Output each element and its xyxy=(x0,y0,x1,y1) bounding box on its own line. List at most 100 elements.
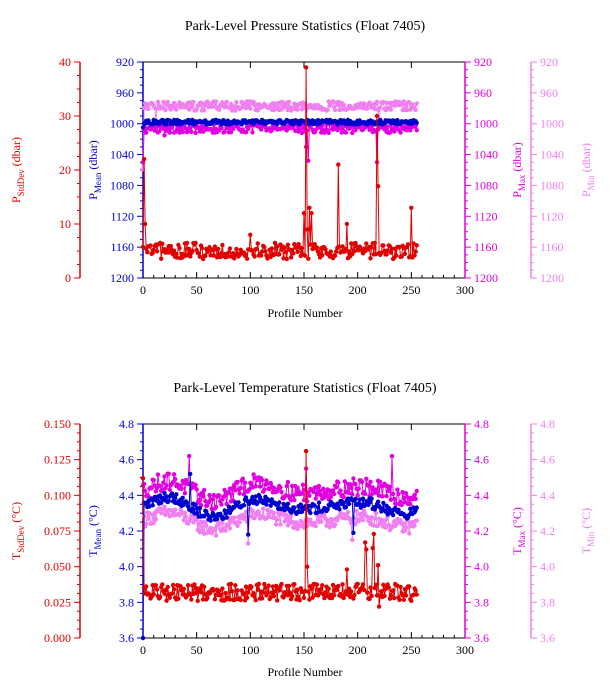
pressure-sd-point xyxy=(309,211,314,216)
pressure-sd-point xyxy=(225,254,230,259)
temperature-mean-point xyxy=(356,501,361,506)
temperature-min-point xyxy=(153,517,159,522)
pressure-min-tick-label: 960 xyxy=(540,86,558,100)
temperature-max-point xyxy=(319,492,324,498)
temperature-max-point xyxy=(187,453,192,459)
temperature-min-point xyxy=(324,523,329,528)
temperature-mean-point xyxy=(360,496,366,501)
pressure-sd-point xyxy=(413,249,418,254)
temperature-min-point xyxy=(383,525,388,530)
temperature-max-point xyxy=(341,495,346,500)
temperature-sd-point xyxy=(198,590,204,595)
temperature-max-point xyxy=(317,488,323,494)
temperature-sd-tick-label: 0.025 xyxy=(44,595,71,609)
temperature-mean-point xyxy=(341,500,346,505)
pressure-sd-point xyxy=(175,255,180,260)
pressure-sd-tick-label: 30 xyxy=(59,109,71,123)
pressure-sd-point xyxy=(142,221,148,227)
temperature-sd-point xyxy=(341,595,346,601)
temperature-mean-point xyxy=(316,500,322,505)
temperature-max-point xyxy=(209,506,214,512)
temperature-sd-point xyxy=(212,597,218,602)
temperature-mean-point xyxy=(166,498,171,504)
temperature-mean-point xyxy=(396,507,401,512)
temperature-mean-point xyxy=(208,518,213,523)
temperature-mean-point xyxy=(255,500,260,505)
temperature-min-point xyxy=(308,517,313,523)
temperature-sd-point xyxy=(407,584,412,589)
pressure-max-point xyxy=(297,126,302,132)
pressure-mean-point xyxy=(140,125,146,130)
temperature-min-axis-label: TMin (°C) xyxy=(579,508,596,554)
pressure-sd-point xyxy=(334,249,339,254)
temperature-max-point xyxy=(271,485,277,491)
pressure-sd-point xyxy=(254,246,259,252)
temperature-sd-point xyxy=(292,582,297,587)
pressure-sd-point xyxy=(374,113,380,119)
pressure-min-point xyxy=(205,99,210,104)
temperature-max-point xyxy=(307,493,312,498)
temperature-mean-point xyxy=(285,501,291,506)
temperature-min-point xyxy=(212,526,218,531)
temperature-max-point xyxy=(257,484,263,489)
pressure-min-axis-label: PMin (dbar) xyxy=(579,143,596,197)
temperature-max-point xyxy=(300,482,306,487)
temperature-max-point xyxy=(259,478,265,483)
temperature-mean-point xyxy=(188,471,193,477)
temperature-max-point xyxy=(153,489,159,494)
temperature-sd-point xyxy=(261,590,266,595)
temperature-sd-point xyxy=(413,588,418,593)
pressure-min-point xyxy=(191,99,196,105)
temperature-sd-point xyxy=(392,595,397,601)
pressure-sd-point xyxy=(259,249,265,254)
temperature-max-point xyxy=(285,479,291,485)
temperature-min-point xyxy=(278,522,283,527)
temperature-sd-point xyxy=(185,583,191,588)
pressure-sd-point xyxy=(255,241,260,246)
temperature-max-point xyxy=(268,480,273,486)
temperature-max-point xyxy=(194,487,199,492)
pressure-sd-point xyxy=(208,253,213,258)
pressure-sd-tick-label: 10 xyxy=(59,217,71,231)
temperature-sd-point xyxy=(371,531,376,537)
temperature-mean-point xyxy=(232,505,237,510)
pressure-sd-point xyxy=(234,246,239,252)
temperature-sd-point xyxy=(218,593,223,598)
pressure-sd-point xyxy=(414,243,419,248)
temperature-min-point xyxy=(275,517,280,522)
temperature-sd-point xyxy=(340,582,345,587)
temperature-sd-point xyxy=(344,567,350,572)
pressure-sd-point xyxy=(402,251,408,256)
pressure-mean-tick-label: 1080 xyxy=(110,178,134,192)
temperature-max-point xyxy=(324,493,329,499)
pressure-mean-point xyxy=(164,122,169,127)
temperature-sd-point xyxy=(298,586,303,591)
temperature-mean-point xyxy=(224,515,229,520)
pressure-mean-point xyxy=(414,120,419,126)
pressure-x-tick-label: 300 xyxy=(456,283,474,297)
temperature-max-point xyxy=(240,476,245,481)
pressure-sd-point xyxy=(211,253,216,258)
temperature-mean-point xyxy=(381,500,386,506)
temperature-max-point xyxy=(359,479,365,485)
temperature-min-point xyxy=(412,523,417,528)
temperature-min-point xyxy=(146,516,151,522)
pressure-mean-axis-label: PMean (dbar) xyxy=(86,140,103,200)
pressure-min-point xyxy=(325,107,330,113)
temperature-sd-point xyxy=(309,586,314,591)
temperature-sd-point xyxy=(390,588,396,593)
pressure-min-point xyxy=(165,99,170,105)
temperature-sd-point xyxy=(301,595,307,600)
temperature-max-point xyxy=(355,493,360,498)
pressure-mean-tick-label: 1120 xyxy=(110,209,134,223)
pressure-max-point xyxy=(322,130,327,135)
pressure-min-point xyxy=(361,101,367,106)
temperature-sd-point xyxy=(251,591,256,596)
temperature-max-point xyxy=(412,492,417,498)
temperature-mean-point xyxy=(277,500,282,505)
temperature-sd-point xyxy=(335,587,340,592)
temperature-min-point xyxy=(373,510,379,516)
pressure-max-axis-label: PMax (dbar) xyxy=(510,142,527,198)
temperature-sd-point xyxy=(314,582,320,587)
temperature-mean-point xyxy=(194,511,199,516)
